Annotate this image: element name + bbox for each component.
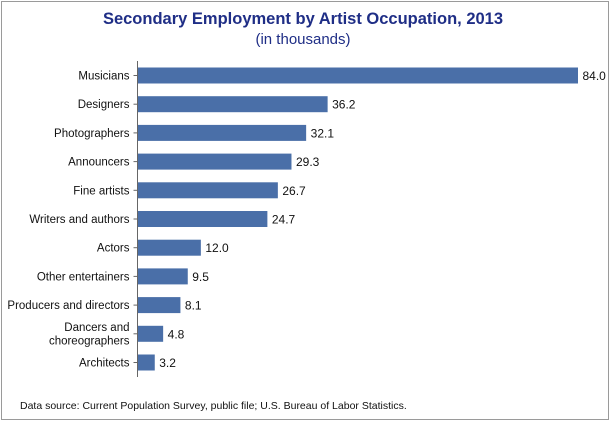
bar	[138, 124, 307, 141]
category-label: Designers	[78, 99, 130, 111]
category-label: Other entertainers	[37, 271, 130, 283]
data-label: 3.2	[159, 356, 176, 370]
bar	[138, 354, 155, 371]
category-label: Musicians	[78, 71, 129, 83]
bar	[138, 153, 292, 170]
data-label: 9.5	[192, 270, 209, 284]
category-label: Actors	[97, 243, 130, 255]
data-label: 84.0	[583, 69, 607, 83]
category-label: choreographers	[49, 336, 130, 348]
data-label: 32.1	[311, 126, 335, 140]
bar	[138, 297, 181, 314]
bar	[138, 96, 328, 113]
data-label: 24.7	[272, 213, 296, 227]
category-label: Dancers and	[64, 322, 129, 334]
category-label: Announcers	[68, 157, 130, 169]
data-label: 29.3	[296, 155, 320, 169]
data-source-note: Data source: Current Population Survey, …	[20, 400, 407, 412]
data-label: 8.1	[185, 299, 202, 313]
bar	[138, 211, 268, 227]
data-label: 4.8	[168, 327, 185, 341]
category-label: Writers and authors	[29, 214, 129, 226]
category-label: Photographers	[54, 128, 130, 140]
bar	[138, 182, 278, 199]
bar	[138, 268, 188, 285]
bar	[138, 67, 578, 84]
data-label: 12.0	[205, 241, 229, 255]
chart-subtitle: (in thousands)	[255, 31, 351, 48]
category-label: Producers and directors	[7, 300, 129, 312]
bar	[138, 325, 164, 342]
category-label: Architects	[79, 358, 130, 370]
category-label: Fine artists	[73, 185, 129, 197]
data-label: 26.7	[282, 184, 306, 198]
data-label: 36.2	[332, 98, 356, 112]
chart-title: Secondary Employment by Artist Occupatio…	[102, 10, 504, 28]
bar	[138, 239, 201, 256]
